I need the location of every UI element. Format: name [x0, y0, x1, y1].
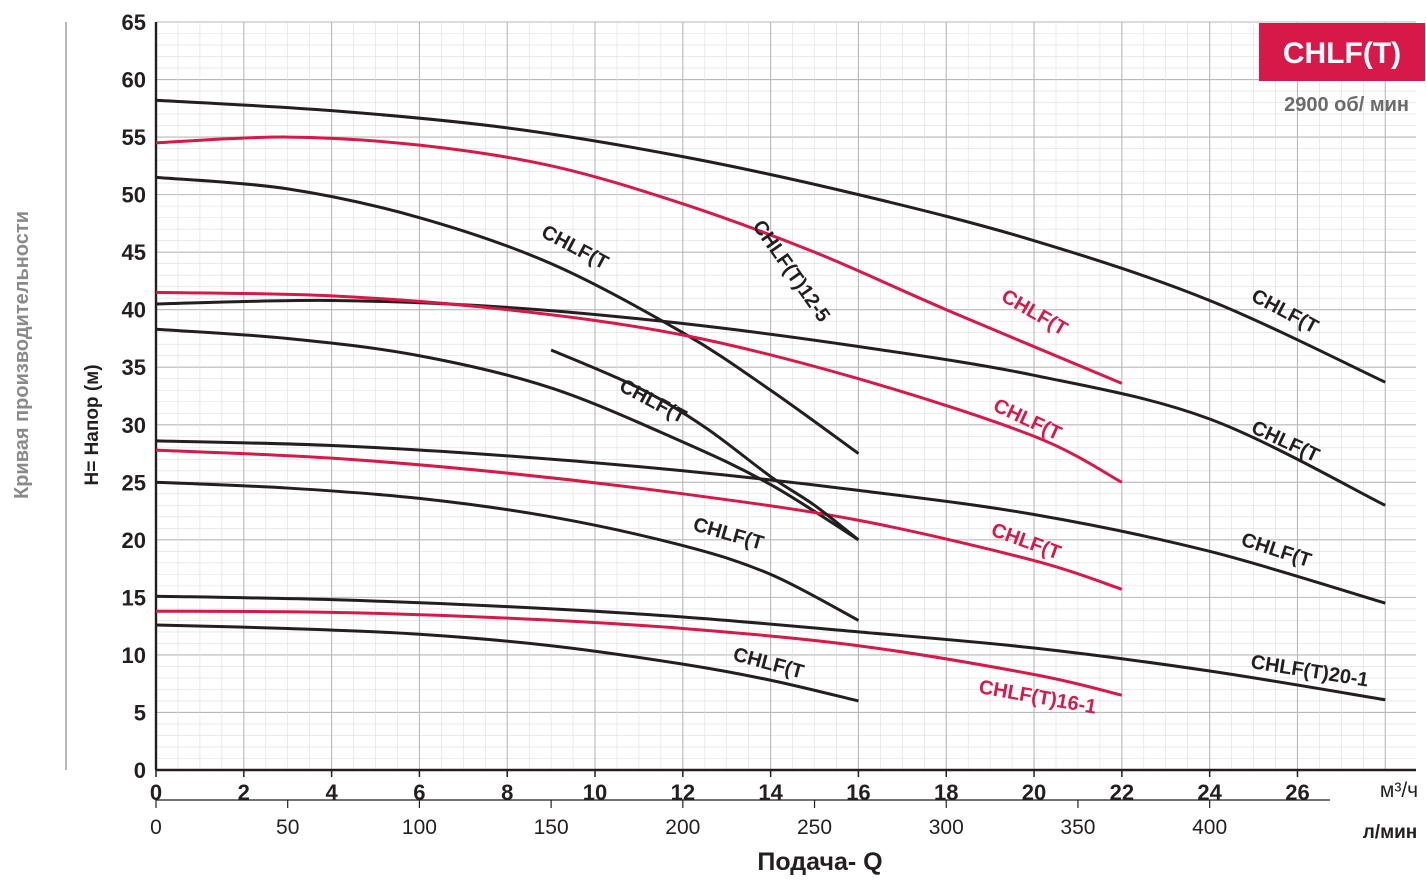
x2-tick-label: 0 — [150, 816, 162, 839]
x-tick-label: 10 — [583, 780, 607, 805]
curve-crossing — [550, 348, 860, 542]
y-tick-label: 5 — [134, 700, 146, 725]
y-tick-label: 50 — [122, 183, 146, 208]
curve-12 — [155, 623, 859, 703]
curve-label: CHLF(T — [1248, 285, 1322, 338]
curve-6 — [155, 327, 860, 542]
y-tick-label: 40 — [122, 298, 146, 323]
speed-label: 2900 об/ мин — [1284, 94, 1409, 116]
x2-tick-label: 350 — [1060, 816, 1095, 839]
x2-tick-label: 50 — [276, 816, 299, 839]
x-unit-secondary: л/мин — [1363, 822, 1418, 843]
curve-10 — [155, 594, 1386, 702]
y-tick-label: 45 — [122, 240, 146, 265]
curve-5 — [155, 290, 1123, 484]
x-tick-label: 4 — [325, 780, 338, 805]
y-tick-label: 65 — [122, 10, 146, 35]
side-label: Кривая производительности — [11, 211, 33, 499]
y-tick-label: 55 — [122, 125, 146, 150]
curve-2 — [155, 135, 1123, 385]
x-tick-label: 16 — [846, 780, 870, 805]
y-tick-label: 60 — [122, 68, 146, 93]
x-tick-label: 8 — [501, 780, 513, 805]
x2-tick-label: 200 — [665, 816, 700, 839]
curve-label: CHLF(T)20-1 — [1249, 651, 1370, 691]
y-tick-label: 30 — [122, 413, 146, 438]
curve-3 — [155, 175, 860, 455]
curve-label: CHLF(T — [691, 514, 766, 555]
x-axis-label: Подача- Q — [757, 848, 882, 876]
curve-11 — [155, 609, 1123, 697]
x-tick-label: 20 — [1022, 780, 1046, 805]
x2-tick-label: 250 — [797, 816, 832, 839]
y-tick-label: 25 — [122, 470, 146, 495]
x-tick-label: 22 — [1110, 780, 1134, 805]
curve-label: CHLF(T — [990, 395, 1065, 445]
grid — [155, 21, 1416, 771]
x-unit-primary: м³/ч — [1380, 779, 1418, 802]
y-tick-label: 0 — [134, 758, 146, 783]
y-axis-label: Н= Напор (м) — [82, 364, 103, 485]
curve-8 — [155, 448, 1123, 591]
x-tick-label: 14 — [758, 780, 783, 805]
curve-1 — [155, 98, 1386, 384]
curve-9 — [155, 480, 860, 622]
y-tick-label: 10 — [122, 643, 146, 668]
curve-4 — [155, 298, 1386, 507]
curve-label: CHLF(T — [731, 644, 806, 684]
x-tick-label: 2 — [238, 780, 250, 805]
x2-tick-label: 150 — [534, 816, 569, 839]
model-badge: CHLF(T) — [1283, 37, 1401, 70]
y-tick-label: 35 — [122, 355, 146, 380]
x2-tick-label: 300 — [929, 816, 964, 839]
x-tick-label: 26 — [1285, 780, 1309, 805]
x2-tick-label: 100 — [402, 816, 437, 839]
x-tick-label: 0 — [150, 780, 162, 805]
curve-label: CHLF(T — [1238, 529, 1313, 572]
y-tick-label: 20 — [122, 528, 146, 553]
x2-tick-label: 400 — [1192, 816, 1227, 839]
x-tick-label: 6 — [413, 780, 425, 805]
curves — [155, 98, 1386, 703]
y-tick-label: 15 — [122, 585, 146, 610]
curve-7 — [155, 439, 1386, 605]
model-badge-bg — [1259, 23, 1425, 81]
